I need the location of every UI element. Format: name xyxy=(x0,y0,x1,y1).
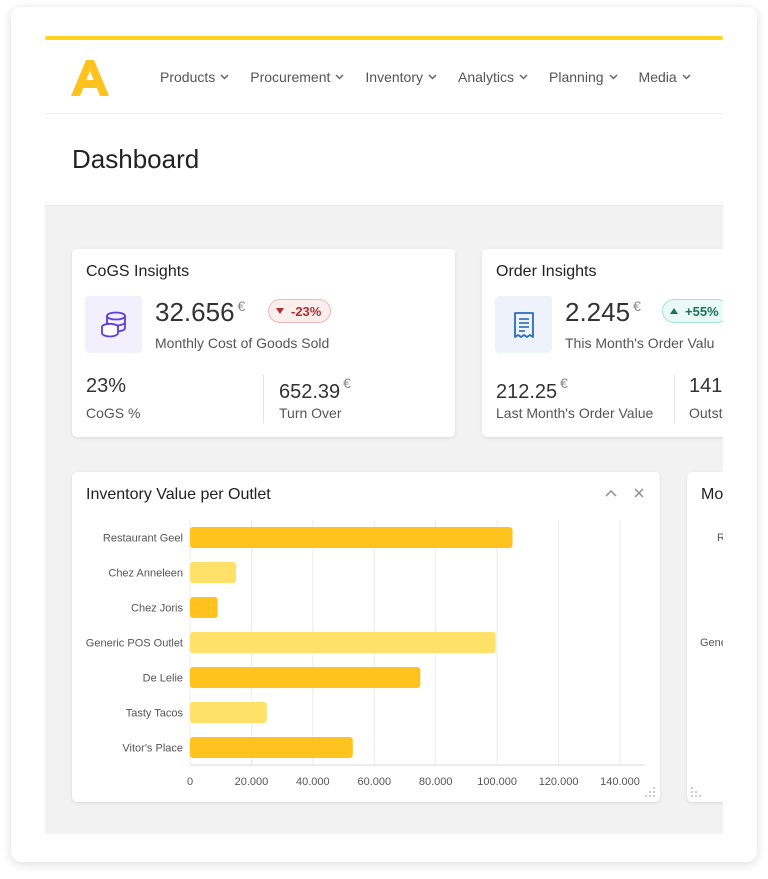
currency-symbol: € xyxy=(237,298,246,314)
cogs-card-title: CoGS Insights xyxy=(86,263,190,280)
menu-media-label: Media xyxy=(638,69,677,85)
order-value: 2.245 € xyxy=(565,297,641,328)
chevron-down-icon xyxy=(519,74,528,80)
category-label: Chez Anneleen xyxy=(108,568,183,580)
partial-card-title: Mo xyxy=(701,486,723,503)
receipt-icon xyxy=(514,312,534,338)
x-tick-label: 40.000 xyxy=(296,776,330,788)
page-header: Dashboard xyxy=(45,114,723,206)
chevron-down-icon xyxy=(335,74,344,80)
inventory-chart-card: Inventory Value per Outlet 0 20.000 40.000… xyxy=(72,472,660,802)
cogs-value: 32.656 € xyxy=(155,297,245,328)
cogs-percent-value: 23% xyxy=(86,375,127,397)
cogs-change-value: -23% xyxy=(291,303,322,319)
menu-media[interactable]: Media xyxy=(639,69,691,85)
order-change-value: +55% xyxy=(685,303,719,319)
accent-bar xyxy=(45,36,723,40)
chevron-down-icon xyxy=(609,74,618,80)
divider xyxy=(674,375,675,423)
bar xyxy=(190,597,218,618)
bar xyxy=(190,737,353,758)
x-tick-label: 60.000 xyxy=(357,776,391,788)
menu-planning[interactable]: Planning xyxy=(549,69,618,85)
triangle-down-icon xyxy=(276,308,284,314)
order-card-title: Order Insights xyxy=(496,263,597,280)
cogs-icon-box xyxy=(85,296,142,353)
chevron-down-icon xyxy=(220,74,229,80)
partial-card-label: R xyxy=(717,532,723,544)
bar xyxy=(190,667,421,688)
menu-products[interactable]: Products xyxy=(160,69,229,85)
x-tick-label: 120.000 xyxy=(539,776,579,788)
order-insights-card: Order Insights 2.245 € +55% This Month's … xyxy=(482,249,723,437)
order-subtitle: This Month's Order Valu xyxy=(565,335,715,351)
category-label: Vitor's Place xyxy=(122,743,183,755)
turnover-number: 652.39 xyxy=(279,381,341,403)
category-label: Chez Joris xyxy=(131,603,183,615)
x-tick-label: 100.000 xyxy=(477,776,517,788)
app-window: Products Procurement Inventory Analytics… xyxy=(45,36,723,834)
resize-handle-icon[interactable] xyxy=(644,786,656,798)
chart-title: Inventory Value per Outlet xyxy=(86,486,271,503)
menu-products-label: Products xyxy=(160,69,216,85)
partial-card-label: Gene xyxy=(700,637,723,649)
category-label: De Lelie xyxy=(143,673,183,685)
outstanding-value: 141.( xyxy=(689,375,723,397)
order-icon-box xyxy=(495,296,552,353)
currency-symbol: € xyxy=(343,375,351,391)
x-tick-label: 140.000 xyxy=(600,776,640,788)
page-title: Dashboard xyxy=(72,144,200,174)
coins-icon xyxy=(101,311,126,338)
x-tick-label: 0 xyxy=(187,776,193,788)
category-label: Restaurant Geel xyxy=(103,533,183,545)
menu-analytics[interactable]: Analytics xyxy=(458,69,528,85)
order-value-number: 2.245 xyxy=(565,297,631,327)
menu-planning-label: Planning xyxy=(549,69,604,85)
x-tick-label: 80.000 xyxy=(419,776,453,788)
bar xyxy=(190,632,496,653)
menu-procurement[interactable]: Procurement xyxy=(250,69,344,85)
cogs-change-badge: -23% xyxy=(268,299,332,323)
partial-chart-card: Mo R Gene xyxy=(687,472,723,802)
last-month-number: 212.25 xyxy=(496,381,558,403)
divider xyxy=(263,375,264,423)
inventory-bar-chart: 0 20.000 40.000 60.000 80.000 100.000 120.000 1… xyxy=(86,520,645,788)
menu-analytics-label: Analytics xyxy=(458,69,515,85)
menu-inventory-label: Inventory xyxy=(365,69,423,85)
x-tick-label: 20.000 xyxy=(235,776,269,788)
currency-symbol: € xyxy=(560,375,568,391)
menu-procurement-label: Procurement xyxy=(250,69,331,85)
chevron-down-icon xyxy=(682,74,691,80)
currency-symbol: € xyxy=(633,298,641,314)
turnover-label: Turn Over xyxy=(279,405,342,421)
menu-inventory[interactable]: Inventory xyxy=(365,69,437,85)
cogs-subtitle: Monthly Cost of Goods Sold xyxy=(155,335,330,351)
resize-handle-icon[interactable] xyxy=(690,786,702,798)
order-change-badge: +55% xyxy=(662,299,723,323)
last-month-label: Last Month's Order Value xyxy=(496,405,654,421)
collapse-icon[interactable] xyxy=(604,486,618,500)
main-menu: Products Procurement Inventory Analytics… xyxy=(160,40,712,114)
triangle-up-icon xyxy=(670,308,678,314)
cogs-percent-label: CoGS % xyxy=(86,405,141,421)
close-icon[interactable] xyxy=(632,486,646,500)
bar xyxy=(190,527,513,548)
dashboard-content: CoGS Insights 32.656 € -23% Monthly Cost … xyxy=(45,206,723,834)
cogs-value-number: 32.656 xyxy=(155,297,235,327)
cogs-insights-card: CoGS Insights 32.656 € -23% Monthly Cost … xyxy=(72,249,455,437)
top-navigation: Products Procurement Inventory Analytics… xyxy=(45,40,723,114)
category-label: Tasty Tacos xyxy=(126,708,184,720)
last-month-value: 212.25 € xyxy=(496,375,568,404)
category-label: Generic POS Outlet xyxy=(86,638,183,650)
chevron-down-icon xyxy=(428,74,437,80)
outstanding-label: Outst xyxy=(689,405,723,421)
bar xyxy=(190,702,267,723)
logo-icon[interactable] xyxy=(69,58,111,98)
turnover-value: 652.39 € xyxy=(279,375,351,404)
bar xyxy=(190,562,237,583)
